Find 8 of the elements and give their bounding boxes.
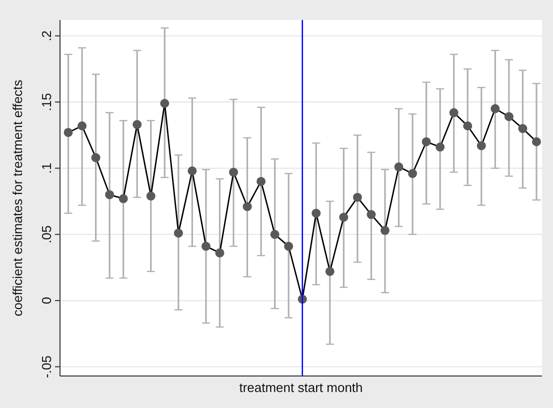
y-tick-label: -.05 [39,356,54,378]
y-tick-label: .15 [39,93,54,112]
y-axis-title: coefficient estimates for treatment effects [10,79,25,316]
y-tick-label: .05 [39,225,54,244]
y-tick-label: .2 [39,30,54,42]
y-tick-label: 0 [39,296,54,304]
x-axis-title: treatment start month [239,380,363,395]
y-tick-label: .1 [39,162,54,174]
